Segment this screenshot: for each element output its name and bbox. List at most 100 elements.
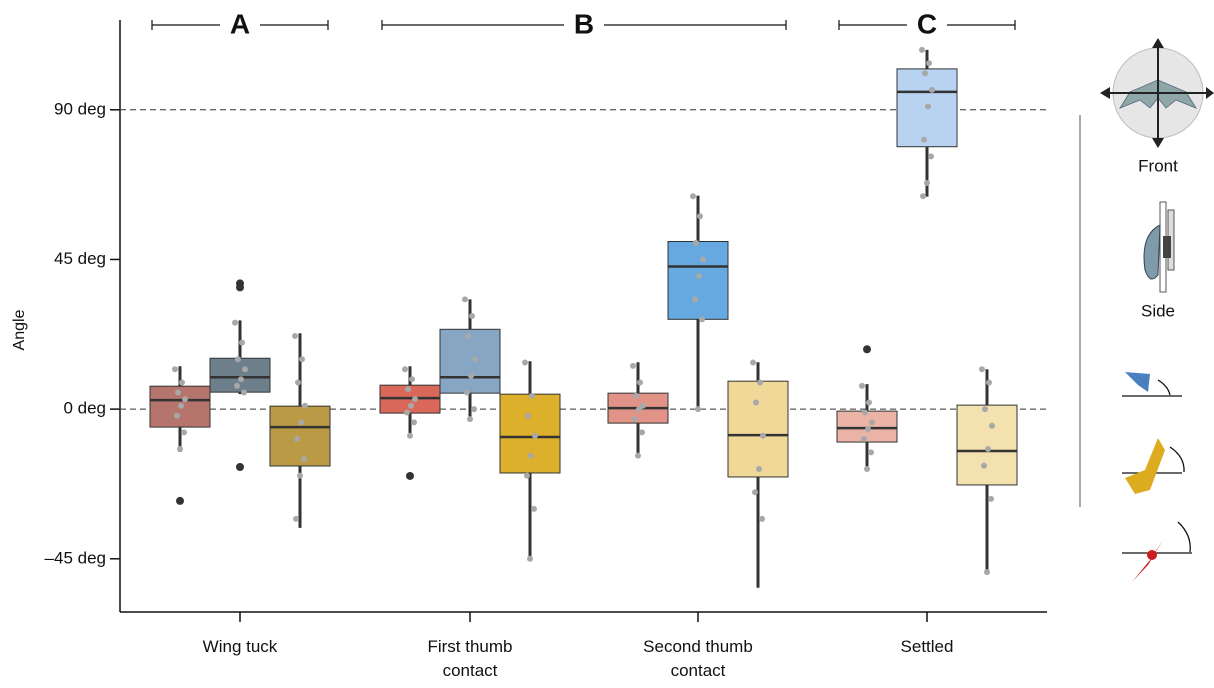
data-point [921,136,927,143]
data-point [404,409,410,416]
y-tick-label: 90 deg [54,99,106,118]
data-point [752,489,758,496]
data-point [178,402,184,409]
data-point [985,446,991,453]
data-point [760,432,766,439]
x-tick-label: Settled [901,637,954,656]
data-point [234,382,240,389]
box [956,404,1018,486]
data-point [293,515,299,522]
data-point [989,422,995,429]
outlier [236,283,244,292]
box [269,405,331,467]
data-point [522,359,528,366]
data-point [462,296,468,303]
data-point [984,569,990,576]
data-point [179,379,185,386]
outlier [863,345,871,354]
data-point [467,416,473,423]
y-tick-label: 45 deg [54,249,106,268]
box-group [149,366,211,505]
x-tick-label: Wing tuck [203,637,278,656]
data-point [919,46,925,53]
data-point [692,296,698,303]
box-group [667,193,729,413]
front-icon [1100,38,1214,148]
data-point [868,449,874,456]
data-point [412,396,418,403]
data-point [525,412,531,419]
box-group [727,359,789,588]
data-point [528,452,534,459]
data-point [861,436,867,443]
data-point [295,379,301,386]
data-point [297,472,303,479]
data-point [699,316,705,323]
data-point [301,456,307,463]
data-point [465,332,471,339]
data-point [633,392,639,399]
data-point [532,432,538,439]
data-point [920,193,926,200]
data-point [172,366,178,373]
data-point [639,429,645,436]
group-label: A [230,8,250,39]
box-group [209,279,271,471]
outlier [176,496,184,505]
data-point [531,505,537,512]
data-point [865,426,871,433]
data-point [988,495,994,502]
data-point [181,429,187,436]
box-group [269,332,331,528]
data-point [695,406,701,413]
data-point [636,406,642,413]
data-point [700,256,706,263]
data-point [635,452,641,459]
group-label: B [574,8,594,39]
box-group [379,366,441,480]
data-point [238,376,244,383]
data-point [292,332,298,339]
data-point [464,389,470,396]
data-point [862,409,868,416]
data-point [929,86,935,93]
data-point [469,313,475,319]
y-tick-label: –45 deg [45,548,106,567]
data-point [926,60,932,67]
box [727,380,789,478]
data-point [302,402,308,409]
icon-label: Side [1141,301,1175,320]
data-point [925,103,931,110]
data-point [982,406,988,413]
box-group [499,359,561,562]
data-point [759,515,765,522]
data-point [979,366,985,373]
outlier [236,462,244,471]
data-point [411,419,417,426]
box [667,241,729,320]
data-point [407,432,413,439]
data-point [693,239,699,246]
data-point [527,555,533,562]
box [209,357,271,393]
data-point [928,153,934,160]
data-point [232,319,238,326]
data-point [924,179,930,186]
x-tick-label: First thumb contact [427,637,512,680]
data-point [174,412,180,419]
data-point [869,419,875,426]
data-point [630,362,636,369]
x-tick-label: Second thumb contact [643,637,753,680]
data-point [756,465,762,472]
data-point [242,366,248,373]
box-group [956,366,1018,576]
data-point [298,419,304,426]
data-point [175,389,181,396]
angle-icon [1122,372,1192,582]
box [439,328,501,394]
side-icon [1143,201,1175,293]
data-point [524,472,530,479]
y-tick-label: 0 deg [63,399,106,418]
box [499,393,561,474]
